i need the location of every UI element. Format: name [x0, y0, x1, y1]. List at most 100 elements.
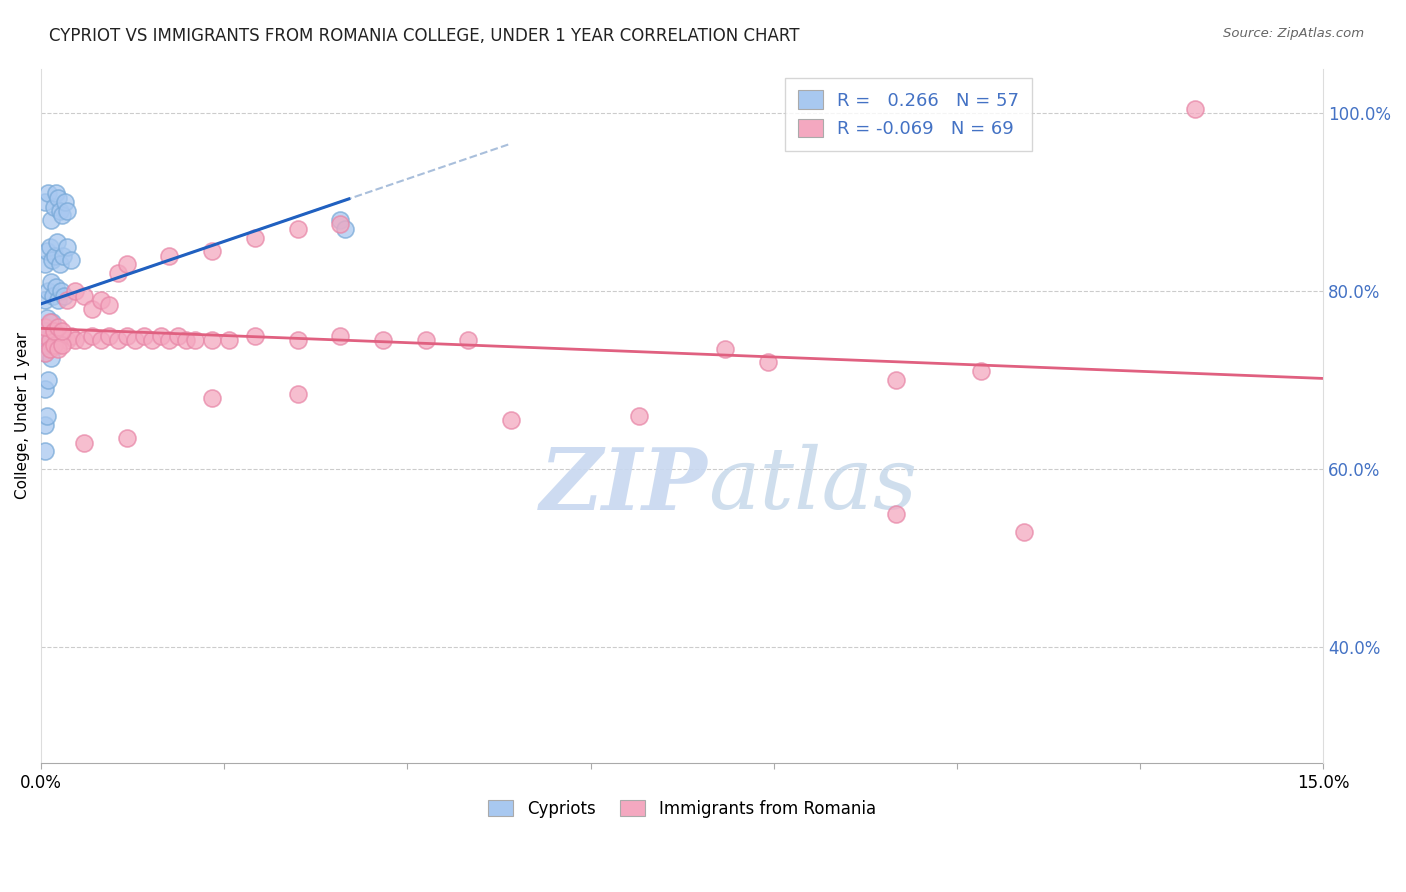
Point: [218, 333, 240, 347]
Point: [60, 252, 83, 267]
Point: [49, 257, 72, 271]
Point: [52, 248, 75, 262]
Point: [35, 328, 58, 343]
Point: [34, 382, 56, 396]
Point: [39, 275, 62, 289]
Point: [34, 346, 56, 360]
Point: [201, 244, 224, 258]
Point: [115, 328, 138, 343]
Point: [34, 417, 56, 432]
Point: [45, 186, 67, 201]
Point: [39, 351, 62, 365]
Point: [333, 222, 356, 236]
Point: [49, 284, 72, 298]
Point: [34, 324, 56, 338]
Point: [884, 507, 907, 521]
Point: [65, 284, 87, 298]
Point: [1012, 524, 1035, 539]
Point: [34, 346, 56, 360]
Point: [141, 333, 163, 347]
Point: [38, 239, 60, 253]
Point: [34, 293, 56, 307]
Point: [51, 337, 73, 351]
Point: [176, 333, 198, 347]
Point: [35, 337, 58, 351]
Point: [38, 333, 60, 347]
Point: [132, 328, 155, 343]
Point: [329, 328, 352, 343]
Point: [243, 231, 266, 245]
Point: [42, 200, 65, 214]
Point: [73, 435, 96, 450]
Text: CYPRIOT VS IMMIGRANTS FROM ROMANIA COLLEGE, UNDER 1 YEAR CORRELATION CHART: CYPRIOT VS IMMIGRANTS FROM ROMANIA COLLE…: [49, 27, 800, 45]
Point: [37, 333, 59, 347]
Text: atlas: atlas: [707, 444, 917, 526]
Point: [46, 293, 69, 307]
Point: [35, 333, 58, 347]
Point: [287, 222, 309, 236]
Point: [37, 337, 59, 351]
Point: [37, 284, 59, 298]
Point: [34, 324, 56, 338]
Point: [55, 293, 77, 307]
Point: [55, 333, 77, 347]
Point: [46, 319, 69, 334]
Point: [46, 191, 69, 205]
Point: [46, 342, 69, 356]
Point: [55, 239, 77, 253]
Point: [37, 186, 59, 201]
Point: [38, 324, 60, 338]
Point: [34, 333, 56, 347]
Point: [34, 319, 56, 334]
Y-axis label: College, Under 1 year: College, Under 1 year: [15, 332, 30, 500]
Text: ZIP: ZIP: [540, 443, 707, 527]
Point: [42, 288, 65, 302]
Point: [107, 266, 129, 280]
Point: [38, 315, 60, 329]
Point: [34, 319, 56, 334]
Point: [371, 333, 394, 347]
Point: [35, 328, 58, 343]
Point: [884, 373, 907, 387]
Point: [714, 342, 737, 356]
Point: [35, 328, 58, 343]
Point: [107, 333, 129, 347]
Point: [35, 337, 58, 351]
Point: [329, 213, 352, 227]
Point: [287, 333, 309, 347]
Point: [201, 391, 224, 405]
Point: [34, 333, 56, 347]
Point: [115, 257, 138, 271]
Point: [149, 328, 172, 343]
Point: [167, 328, 190, 343]
Point: [34, 257, 56, 271]
Point: [184, 333, 207, 347]
Point: [415, 333, 437, 347]
Point: [34, 333, 56, 347]
Point: [98, 297, 121, 311]
Point: [157, 248, 180, 262]
Point: [65, 333, 87, 347]
Point: [34, 195, 56, 210]
Legend: Cypriots, Immigrants from Romania: Cypriots, Immigrants from Romania: [482, 793, 883, 824]
Text: Source: ZipAtlas.com: Source: ZipAtlas.com: [1223, 27, 1364, 40]
Point: [82, 301, 104, 316]
Point: [49, 204, 72, 219]
Point: [38, 342, 60, 356]
Point: [970, 364, 993, 378]
Point: [1184, 102, 1206, 116]
Point: [35, 333, 58, 347]
Point: [90, 333, 112, 347]
Point: [51, 324, 73, 338]
Point: [42, 324, 65, 338]
Point: [41, 315, 63, 329]
Point: [457, 333, 479, 347]
Point: [41, 213, 63, 227]
Point: [37, 373, 59, 387]
Point: [46, 235, 69, 249]
Point: [53, 195, 76, 210]
Point: [124, 333, 146, 347]
Point: [35, 310, 58, 325]
Point: [55, 204, 77, 219]
Point: [34, 444, 56, 458]
